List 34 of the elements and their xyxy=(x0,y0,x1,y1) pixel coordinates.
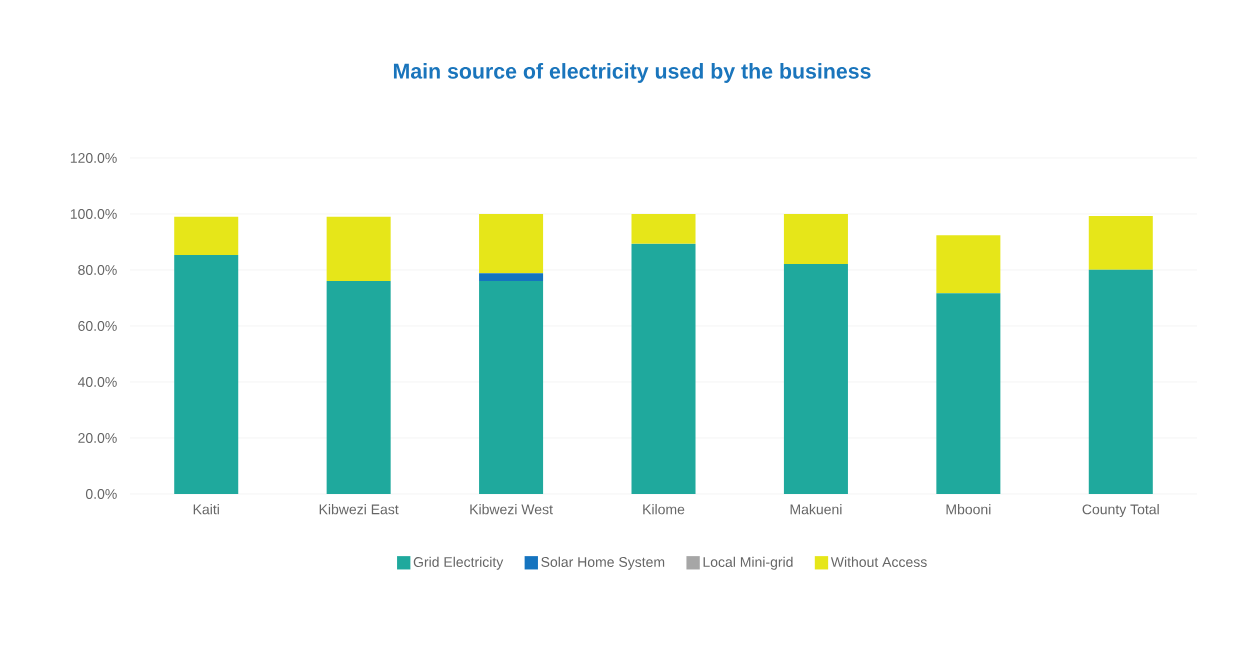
y-tick-label: 0.0% xyxy=(85,489,117,499)
x-tick-label: Kibwezi East xyxy=(319,504,399,515)
legend-label: Solar Home System xyxy=(541,556,665,570)
bar xyxy=(479,280,544,494)
y-tick-label: 100.0% xyxy=(70,209,117,219)
bar xyxy=(631,243,696,494)
x-tick-label: Mbooni xyxy=(946,504,991,515)
bar xyxy=(326,280,391,494)
bar xyxy=(936,293,1001,494)
x-tick-label: Kaiti xyxy=(193,504,219,515)
bar xyxy=(783,264,848,494)
bar xyxy=(479,273,544,281)
bar xyxy=(631,214,696,244)
bar xyxy=(174,216,239,255)
legend-label: Local Mini-grid xyxy=(703,556,793,570)
bar xyxy=(1088,215,1153,270)
bar xyxy=(479,214,544,274)
y-tick-label: 40.0% xyxy=(77,377,117,387)
x-tick-label: Kilome xyxy=(643,504,685,515)
chart-title: Main source of electricity used by the business xyxy=(393,63,871,83)
legend-label: Grid Electricity xyxy=(413,556,504,570)
y-tick-label: 60.0% xyxy=(78,321,117,331)
x-tick-label: County Total xyxy=(1082,504,1159,518)
x-tick-label: Makueni xyxy=(790,504,842,515)
y-tick-label: 80.0% xyxy=(78,265,117,275)
bar xyxy=(783,214,848,265)
bar xyxy=(1088,269,1153,494)
y-tick-label: 20.0% xyxy=(78,433,117,443)
bar xyxy=(174,254,239,494)
bar xyxy=(326,216,391,281)
legend-label: Without Access xyxy=(830,556,927,568)
x-tick-label: Kibwezi West xyxy=(470,504,553,515)
y-tick-label: 120.0% xyxy=(70,153,117,163)
bar xyxy=(936,235,1001,294)
